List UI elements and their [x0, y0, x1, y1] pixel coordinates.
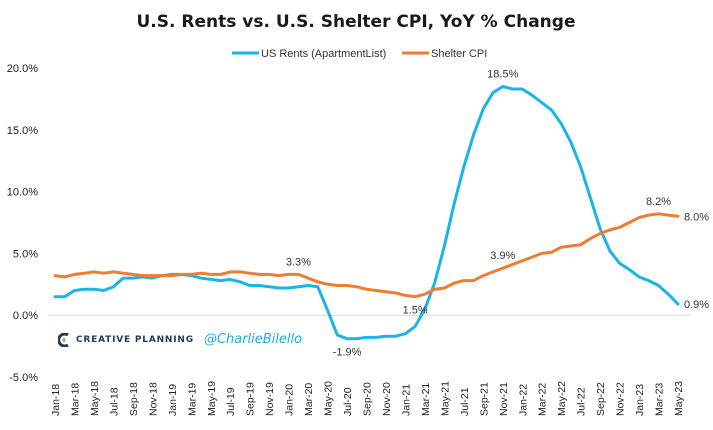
data-label: 3.9% [490, 250, 515, 262]
data-label: 8.0% [684, 211, 709, 223]
y-axis: -5.0% 0.0% 5.0% 10.0% 15.0% 20.0% [7, 63, 38, 384]
x-tick-label: Mar-18 [69, 383, 81, 416]
data-label: -1.9% [333, 347, 362, 359]
x-tick-label: Sep-18 [128, 382, 140, 416]
x-tick-label: Sep-20 [362, 382, 374, 416]
x-tick-label: Jan-21 [400, 384, 412, 416]
x-tick-label: May-20 [323, 381, 335, 416]
y-tick-label: -5.0% [9, 372, 38, 384]
y-tick-label: 20.0% [7, 63, 38, 75]
x-tick-label: Jan-23 [634, 384, 646, 416]
series-line-us-rents [53, 85, 680, 341]
x-tick-label: Jan-19 [167, 384, 179, 416]
x-tick-label: Jan-22 [517, 384, 529, 416]
branding: CREATIVE PLANNING @CharlieBilello [57, 332, 303, 347]
y-tick-label: 15.0% [7, 125, 38, 137]
chart-title: U.S. Rents vs. U.S. Shelter CPI, YoY % C… [137, 12, 576, 32]
plot-area [53, 85, 680, 341]
legend: US Rents (ApartmentList) Shelter CPI [232, 48, 487, 60]
x-tick-label: Nov-20 [381, 382, 393, 416]
x-tick-label: Sep-22 [595, 382, 607, 416]
x-tick-label: May-18 [89, 381, 101, 416]
legend-label-shelter-cpi: Shelter CPI [431, 48, 487, 60]
y-tick-label: 0.0% [13, 310, 38, 322]
x-tick-label: Sep-21 [478, 382, 490, 416]
y-tick-label: 5.0% [13, 248, 38, 260]
x-tick-label: Mar-20 [303, 383, 315, 416]
brand-name: CREATIVE PLANNING [76, 334, 194, 345]
data-label: 8.2% [646, 196, 671, 208]
data-label: 0.9% [684, 299, 709, 311]
x-tick-label: May-23 [673, 381, 685, 416]
y-tick-label: 10.0% [7, 187, 38, 199]
x-tick-label: Jan-18 [50, 384, 62, 416]
x-tick-label: Sep-19 [245, 382, 257, 416]
x-tick-label: May-19 [206, 381, 218, 416]
x-tick-label: Mar-22 [537, 383, 549, 416]
data-label: 1.5% [403, 305, 428, 317]
x-tick-label: Nov-22 [615, 382, 627, 416]
x-tick-label: Mar-21 [420, 383, 432, 416]
x-tick-label: Jul-19 [225, 387, 237, 416]
x-tick-label: Jul-21 [459, 387, 471, 416]
creative-planning-logo-icon [57, 332, 70, 347]
x-tick-label: May-22 [556, 381, 568, 416]
legend-label-us-rents: US Rents (ApartmentList) [261, 48, 386, 60]
series-line-shelter-cpi [53, 212, 680, 299]
x-tick-label: Jan-20 [284, 384, 296, 416]
x-tick-label: Jul-18 [108, 387, 120, 416]
twitter-handle: @CharlieBilello [203, 332, 303, 347]
x-tick-label: Nov-21 [498, 382, 510, 416]
x-tick-label: Nov-18 [147, 382, 159, 416]
x-tick-label: Mar-19 [186, 383, 198, 416]
x-tick-label: May-21 [439, 381, 451, 416]
x-tick-label: Jul-22 [576, 387, 588, 416]
data-label: 18.5% [487, 69, 518, 81]
x-tick-label: Mar-23 [654, 383, 666, 416]
data-labels: 3.3% -1.9% 1.5% 18.5% 3.9% 8.2% 8.0% 0.9% [286, 69, 709, 359]
x-tick-label: Jul-20 [342, 387, 354, 416]
x-axis: Jan-18 Mar-18 May-18 Jul-18 Sep-18 Nov-18 Jan-… [50, 381, 685, 416]
data-label: 3.3% [286, 256, 311, 268]
x-tick-label: Nov-19 [264, 382, 276, 416]
